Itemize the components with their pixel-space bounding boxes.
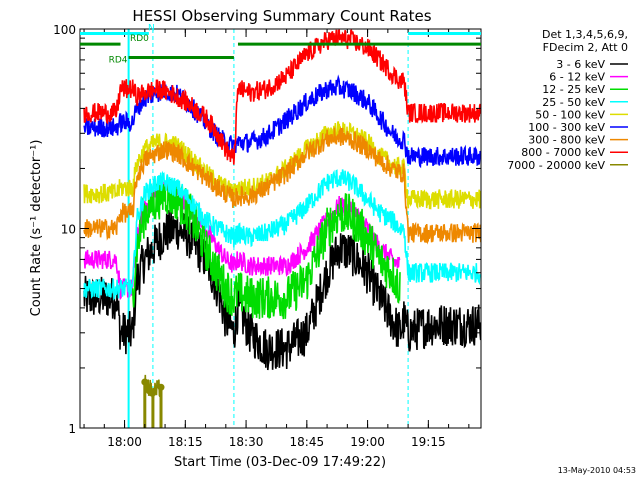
x-tick-label-1830: 18:30 — [229, 435, 264, 449]
x-tick-label-1900: 19:00 — [350, 435, 385, 449]
series-line-800-7000-kev — [83, 29, 482, 165]
state-label-rd0: RD0 — [130, 34, 149, 44]
legend-label-6-12-kev: 6 - 12 keV — [549, 71, 605, 84]
legend-header-line-2: FDecim 2, Att 0 — [543, 41, 628, 54]
x-axis-label: Start Time (03-Dec-09 17:49:22) — [174, 455, 386, 470]
state-label-rd4: RD4 — [109, 55, 128, 65]
y-tick-label-100: 100 — [53, 23, 76, 37]
series-line-12-25-kev — [131, 175, 401, 320]
x-tick-label-1845: 18:45 — [290, 435, 325, 449]
series-line-3-6-kev — [83, 209, 482, 371]
legend-label-12-25-kev: 12 - 25 keV — [542, 83, 605, 96]
series-line-50-100-kev — [83, 121, 482, 210]
legend-label-800-7000-kev: 800 - 7000 keV — [521, 146, 605, 159]
legend-label-7000-20000-kev: 7000 - 20000 keV — [507, 159, 605, 172]
series-line-300-800-kev — [83, 126, 482, 245]
legend-label-100-300-kev: 100 - 300 keV — [528, 121, 605, 134]
plot-area — [83, 29, 482, 428]
legend-label-300-800-kev: 300 - 800 keV — [528, 134, 605, 147]
x-tick-label-1800: 18:00 — [107, 435, 142, 449]
x-tick-label-1815: 18:15 — [168, 435, 203, 449]
y-tick-label-10: 10 — [61, 223, 76, 237]
y-axis-label: Count Rate (s⁻¹ detector⁻¹) — [29, 140, 44, 317]
olive-bar-2 — [151, 392, 155, 428]
state-label-n: N — [148, 23, 155, 33]
x-tick-label-1915: 19:15 — [411, 435, 446, 449]
olive-bar-1 — [143, 382, 147, 428]
legend-header-line-1: Det 1,3,4,5,6,9, — [542, 28, 628, 41]
chart-title: HESSI Observing Summary Count Rates — [132, 7, 431, 25]
olive-bar-3 — [159, 387, 163, 428]
legend: Det 1,3,4,5,6,9,FDecim 2, Att 0 3 - 6 keV… — [507, 28, 628, 172]
generated-timestamp: 13-May-2010 04:53 — [558, 466, 636, 475]
legend-label-25-50-kev: 25 - 50 keV — [542, 96, 605, 109]
legend-label-3-6-kev: 3 - 6 keV — [556, 58, 605, 71]
series-line-25-50-kev — [83, 169, 482, 301]
legend-label-50-100-kev: 50 - 100 keV — [535, 108, 605, 121]
y-tick-label-1: 1 — [68, 422, 76, 436]
axis-ticks: 18:00 18:15 18:30 18:45 19:00 19:15 1 10 100 — [53, 23, 481, 449]
